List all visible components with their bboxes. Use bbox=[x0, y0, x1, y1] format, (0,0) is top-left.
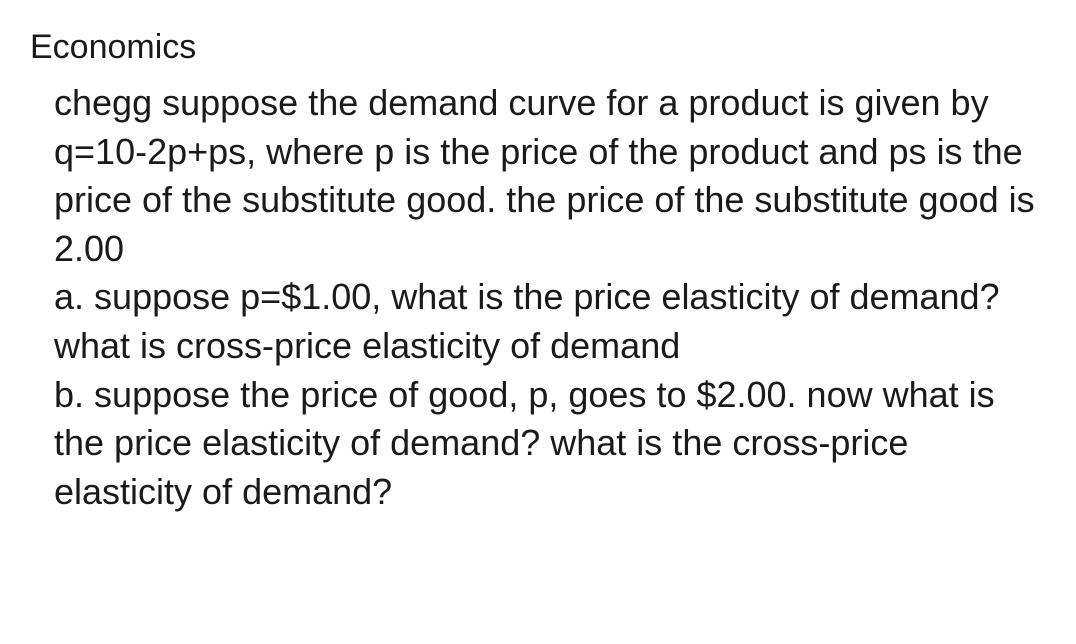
part-label: b. bbox=[54, 374, 84, 415]
question-part-a: a. suppose p=$1.00, what is the price el… bbox=[54, 273, 1046, 370]
question-body: chegg suppose the demand curve for a pro… bbox=[30, 79, 1046, 516]
part-text: suppose p=$1.00, what is the price elast… bbox=[54, 276, 1000, 366]
question-intro: chegg suppose the demand curve for a pro… bbox=[54, 79, 1046, 273]
part-label: a. bbox=[54, 276, 84, 317]
question-part-b: b. suppose the price of good, p, goes to… bbox=[54, 371, 1046, 517]
part-text: suppose the price of good, p, goes to $2… bbox=[54, 374, 995, 512]
subject-heading: Economics bbox=[30, 28, 1046, 67]
